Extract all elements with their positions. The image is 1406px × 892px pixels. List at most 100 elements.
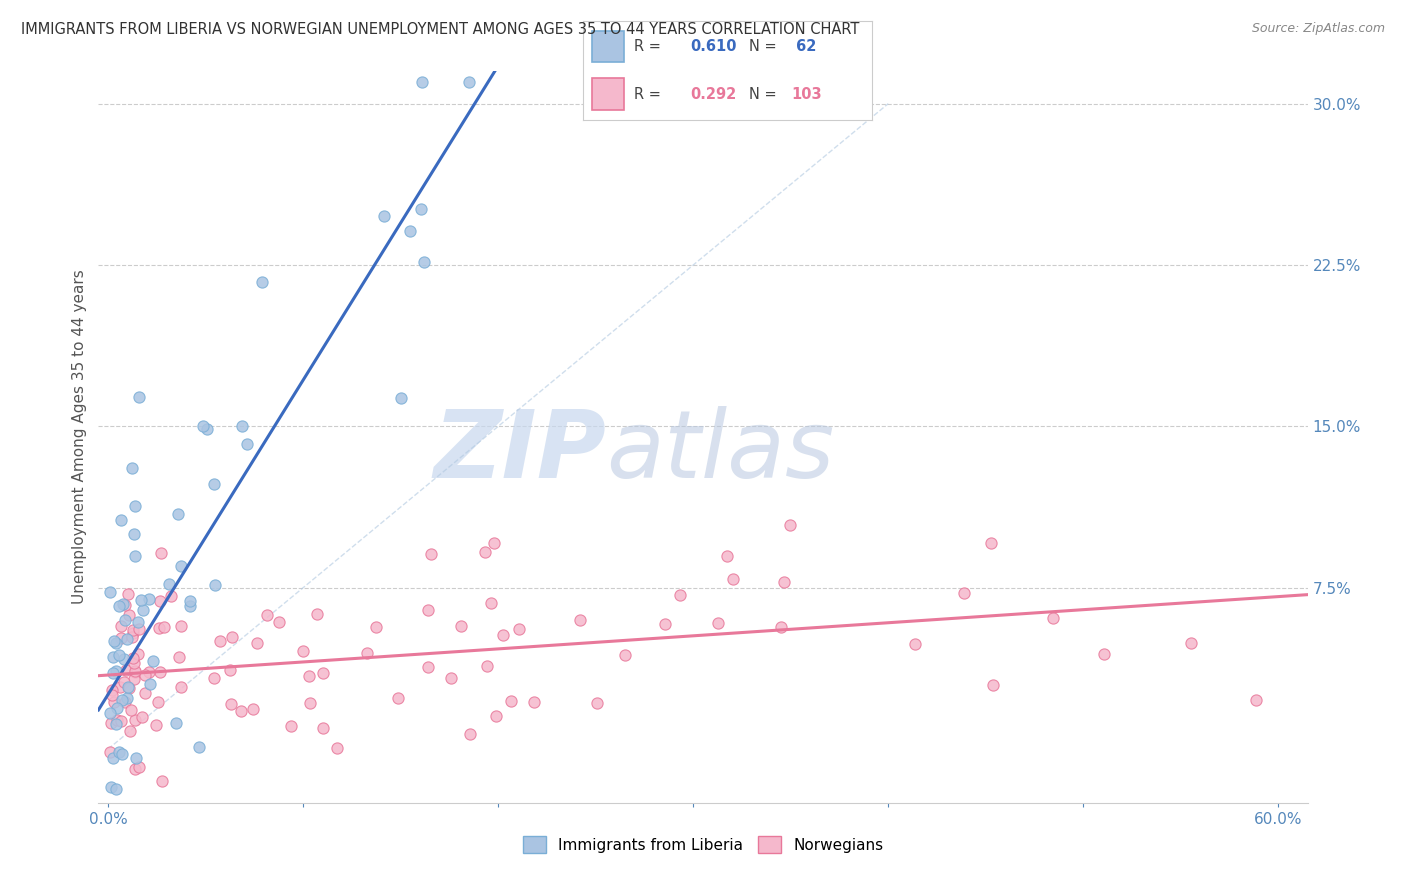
- Point: [111, 747, 134, 761]
- Point: [105, 700, 128, 714]
- Point: [115, 632, 138, 646]
- Point: [356, 646, 378, 660]
- Text: 62: 62: [792, 39, 817, 54]
- Point: [124, 672, 146, 686]
- Text: R =: R =: [634, 39, 665, 54]
- Point: [236, 436, 259, 450]
- Point: [219, 663, 242, 677]
- Point: [668, 589, 690, 603]
- Point: [104, 635, 127, 649]
- Point: [122, 651, 145, 665]
- Point: [953, 586, 976, 600]
- Point: [193, 418, 215, 433]
- Point: [166, 508, 188, 522]
- Point: [416, 603, 439, 617]
- Point: [440, 671, 463, 685]
- Point: [980, 536, 1002, 550]
- Point: [124, 665, 146, 680]
- Point: [114, 695, 136, 709]
- Point: [772, 575, 794, 590]
- Point: [399, 224, 422, 238]
- Point: [170, 619, 193, 633]
- Point: [242, 701, 264, 715]
- Point: [117, 681, 139, 695]
- Point: [291, 644, 314, 658]
- Point: [450, 618, 472, 632]
- Point: [110, 619, 132, 633]
- Point: [110, 632, 132, 646]
- Point: [458, 75, 481, 89]
- Point: [485, 709, 508, 723]
- Point: [1042, 611, 1064, 625]
- Point: [134, 668, 156, 682]
- Point: [904, 637, 927, 651]
- Text: N =: N =: [749, 39, 782, 54]
- Point: [105, 717, 128, 731]
- Point: [569, 613, 592, 627]
- Point: [148, 621, 170, 635]
- Point: [124, 713, 146, 727]
- Point: [474, 545, 496, 559]
- Point: [586, 697, 609, 711]
- Point: [389, 391, 412, 405]
- Point: [100, 780, 122, 795]
- Point: [152, 620, 174, 634]
- Point: [148, 695, 170, 709]
- Point: [118, 607, 141, 622]
- Point: [103, 666, 125, 681]
- Point: [117, 587, 139, 601]
- Point: [779, 518, 801, 533]
- Point: [219, 698, 242, 712]
- Point: [150, 546, 173, 560]
- Point: [138, 677, 160, 691]
- Point: [150, 774, 173, 789]
- Point: [111, 597, 134, 611]
- Point: [231, 419, 253, 434]
- Point: [111, 693, 134, 707]
- Point: [149, 665, 172, 679]
- Point: [105, 713, 128, 727]
- Point: [98, 706, 121, 720]
- Point: [122, 623, 145, 637]
- Point: [128, 622, 150, 636]
- Point: [149, 594, 172, 608]
- Point: [475, 659, 498, 673]
- Text: atlas: atlas: [606, 406, 835, 497]
- Point: [307, 607, 329, 622]
- Point: [127, 615, 149, 630]
- Point: [229, 704, 252, 718]
- Point: [409, 202, 432, 216]
- Point: [165, 715, 187, 730]
- Point: [121, 461, 143, 475]
- Legend: Immigrants from Liberia, Norwegians: Immigrants from Liberia, Norwegians: [515, 828, 891, 861]
- Point: [100, 716, 122, 731]
- Point: [122, 656, 145, 670]
- Point: [721, 572, 744, 586]
- Point: [419, 547, 441, 561]
- Point: [280, 719, 302, 733]
- Point: [138, 592, 160, 607]
- Point: [107, 599, 129, 614]
- Point: [124, 762, 146, 776]
- Point: [110, 513, 132, 527]
- Point: [187, 739, 209, 754]
- Point: [128, 390, 150, 404]
- Point: [387, 691, 409, 706]
- Point: [115, 663, 138, 677]
- Point: [101, 682, 124, 697]
- Text: N =: N =: [749, 87, 782, 102]
- Point: [103, 751, 125, 765]
- Point: [124, 664, 146, 678]
- Point: [104, 664, 127, 678]
- Point: [256, 608, 278, 623]
- Point: [179, 593, 201, 607]
- Y-axis label: Unemployment Among Ages 35 to 44 years: Unemployment Among Ages 35 to 44 years: [72, 269, 87, 605]
- Text: 103: 103: [792, 87, 821, 102]
- Point: [412, 254, 434, 268]
- Point: [101, 649, 124, 664]
- FancyBboxPatch shape: [592, 78, 624, 111]
- Point: [138, 665, 160, 679]
- Point: [458, 727, 481, 741]
- Point: [160, 589, 183, 603]
- Point: [115, 691, 138, 706]
